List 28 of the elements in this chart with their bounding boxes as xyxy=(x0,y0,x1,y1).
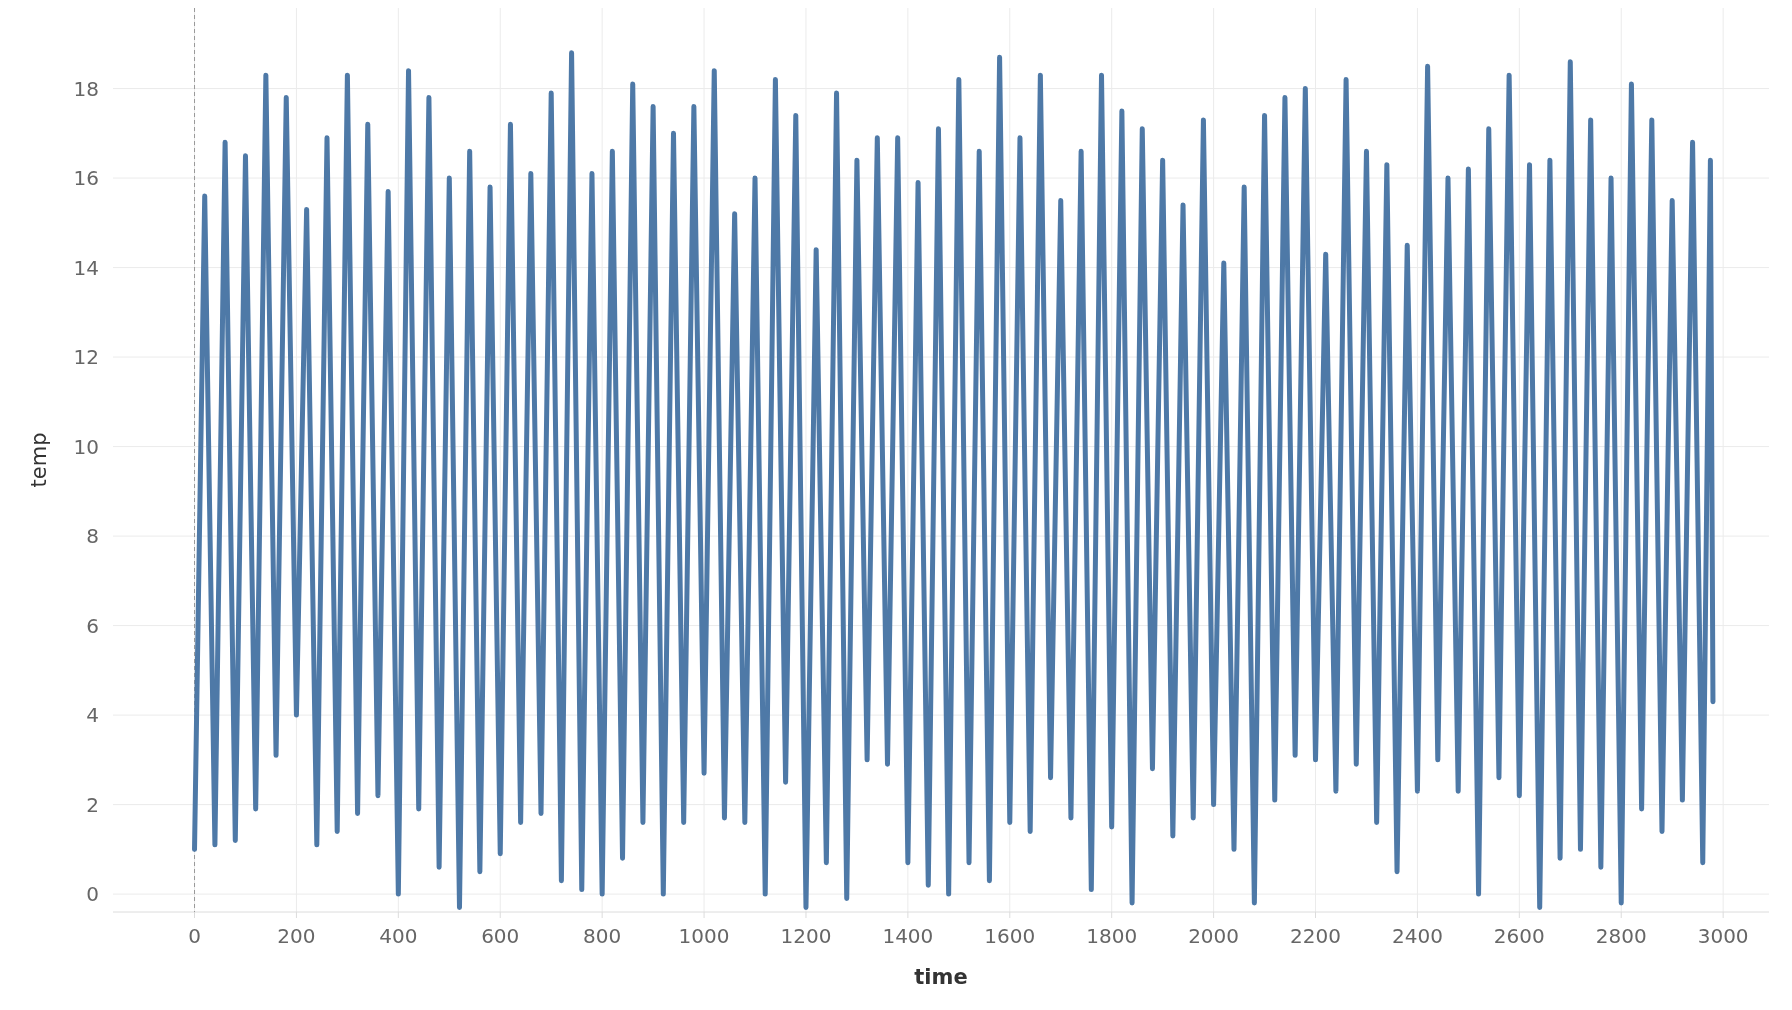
y-tick-label: 6 xyxy=(86,613,99,638)
y-tick-label: 0 xyxy=(86,882,99,907)
x-tick-label: 3000 xyxy=(1697,924,1749,948)
y-tick-label: 14 xyxy=(73,255,99,280)
x-tick-label: 400 xyxy=(379,924,418,948)
x-tick-label: 1800 xyxy=(1086,924,1138,948)
x-tick-label: 2600 xyxy=(1493,924,1545,948)
x-tick-label: 600 xyxy=(481,924,520,948)
x-tick-label: 1200 xyxy=(780,924,832,948)
x-tick-label: 0 xyxy=(188,924,201,948)
x-tick-label: 2400 xyxy=(1391,924,1443,948)
y-tick-label: 4 xyxy=(86,703,99,728)
y-tick-label: 2 xyxy=(86,792,99,817)
y-axis-title: temp xyxy=(27,432,51,488)
y-tick-label: 12 xyxy=(73,345,99,370)
x-tick-label: 1400 xyxy=(882,924,934,948)
y-tick-label: 10 xyxy=(73,434,99,459)
x-tick-label: 2200 xyxy=(1290,924,1341,948)
x-tick-label: 2000 xyxy=(1188,924,1240,948)
x-axis-title: time xyxy=(914,965,968,989)
y-tick-label: 8 xyxy=(86,524,99,549)
x-tick-label: 800 xyxy=(583,924,622,948)
x-tick-label: 200 xyxy=(277,924,316,948)
y-tick-label: 16 xyxy=(73,166,99,191)
y-tick-label: 18 xyxy=(73,76,99,101)
x-tick-label: 2800 xyxy=(1595,924,1647,948)
x-tick-label: 1600 xyxy=(984,924,1036,948)
x-tick-label: 1000 xyxy=(678,924,730,948)
